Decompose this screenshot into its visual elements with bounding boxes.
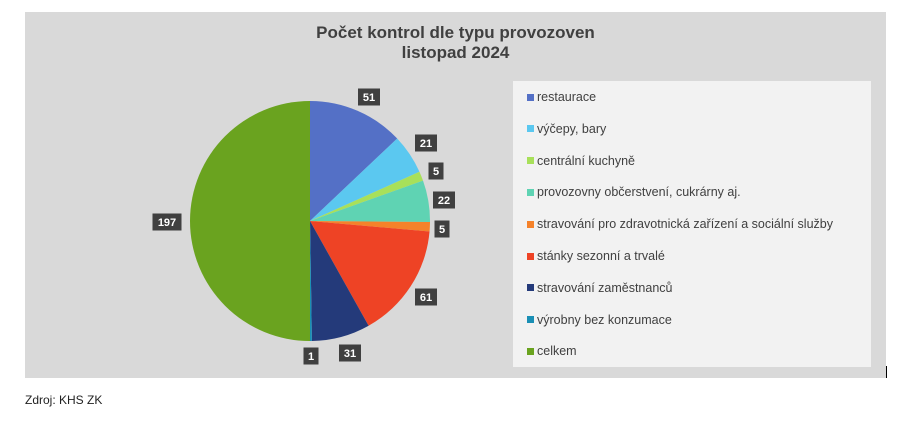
legend-item: celkem bbox=[527, 343, 577, 359]
legend-swatch bbox=[527, 284, 534, 292]
chart-area: Počet kontrol dle typu provozoven listop… bbox=[25, 12, 886, 378]
svg-text:5: 5 bbox=[439, 224, 445, 236]
data-label: 61 bbox=[415, 288, 437, 306]
legend-label: centrální kuchyně bbox=[537, 153, 635, 168]
frame-edge-mark bbox=[886, 366, 887, 378]
svg-text:21: 21 bbox=[420, 138, 432, 150]
legend-swatch bbox=[527, 316, 534, 324]
chart-title: Počet kontrol dle typu provozoven listop… bbox=[25, 23, 886, 63]
svg-text:31: 31 bbox=[344, 348, 356, 360]
pie-slice bbox=[190, 101, 310, 341]
pie-slice bbox=[310, 180, 431, 222]
pie-slice bbox=[310, 171, 424, 221]
pie-slice bbox=[310, 221, 430, 232]
svg-text:61: 61 bbox=[420, 292, 432, 304]
svg-text:197: 197 bbox=[158, 217, 176, 229]
legend-item: výrobny bez konzumace bbox=[527, 312, 672, 328]
legend-swatch bbox=[527, 220, 534, 228]
data-label: 1 bbox=[303, 347, 319, 365]
data-label: 197 bbox=[152, 213, 182, 231]
svg-text:5: 5 bbox=[433, 166, 439, 178]
data-label: 21 bbox=[415, 134, 437, 152]
chart-title-line-2: listopad 2024 bbox=[401, 43, 510, 62]
legend-item: centrální kuchyně bbox=[527, 153, 635, 169]
legend-item: stánky sezonní a trvalé bbox=[527, 248, 665, 264]
legend-swatch bbox=[527, 347, 534, 355]
source-note: Zdroj: KHS ZK bbox=[25, 393, 103, 407]
pie-slice bbox=[310, 138, 420, 221]
pie-slice bbox=[310, 221, 312, 341]
legend-item: stravování pro zdravotnická zařízení a s… bbox=[527, 216, 833, 232]
legend: restaurace výčepy, bary centrální kuchyně p… bbox=[513, 81, 871, 367]
legend-item: restaurace bbox=[527, 89, 596, 105]
pie-chart: 51 21 5 22 5 61 31 1 197 bbox=[152, 88, 455, 365]
legend-item: stravování zaměstnanců bbox=[527, 280, 673, 296]
legend-swatch bbox=[527, 93, 534, 101]
pie-slice bbox=[310, 221, 369, 341]
svg-text:22: 22 bbox=[438, 195, 450, 207]
legend-label: stravování pro zdravotnická zařízení a s… bbox=[537, 217, 833, 232]
data-label: 22 bbox=[433, 191, 455, 209]
legend-label: stravování zaměstnanců bbox=[537, 280, 673, 295]
legend-label: restaurace bbox=[537, 90, 597, 104]
legend-label: provozovny občerstvení, cukrárny aj. bbox=[537, 185, 741, 200]
legend-item: provozovny občerstvení, cukrárny aj. bbox=[527, 184, 741, 200]
chart-title-line-1: Počet kontrol dle typu provozoven bbox=[316, 23, 595, 42]
legend-label: celkem bbox=[537, 344, 577, 359]
legend-label: výčepy, bary bbox=[537, 121, 607, 136]
pie-slice bbox=[310, 101, 398, 221]
data-label: 5 bbox=[434, 220, 450, 238]
svg-text:1: 1 bbox=[308, 351, 314, 363]
legend-swatch bbox=[527, 125, 534, 133]
legend-label: stánky sezonní a trvalé bbox=[537, 249, 665, 263]
data-label: 31 bbox=[339, 344, 361, 362]
legend-item: výčepy, bary bbox=[527, 121, 606, 137]
legend-swatch bbox=[527, 252, 534, 260]
legend-swatch bbox=[527, 188, 534, 196]
data-label: 51 bbox=[358, 88, 380, 106]
pie-slice bbox=[310, 221, 430, 326]
data-label: 5 bbox=[428, 162, 444, 180]
legend-label: výrobny bez konzumace bbox=[537, 312, 672, 327]
svg-text:51: 51 bbox=[363, 92, 375, 104]
legend-swatch bbox=[527, 157, 534, 165]
